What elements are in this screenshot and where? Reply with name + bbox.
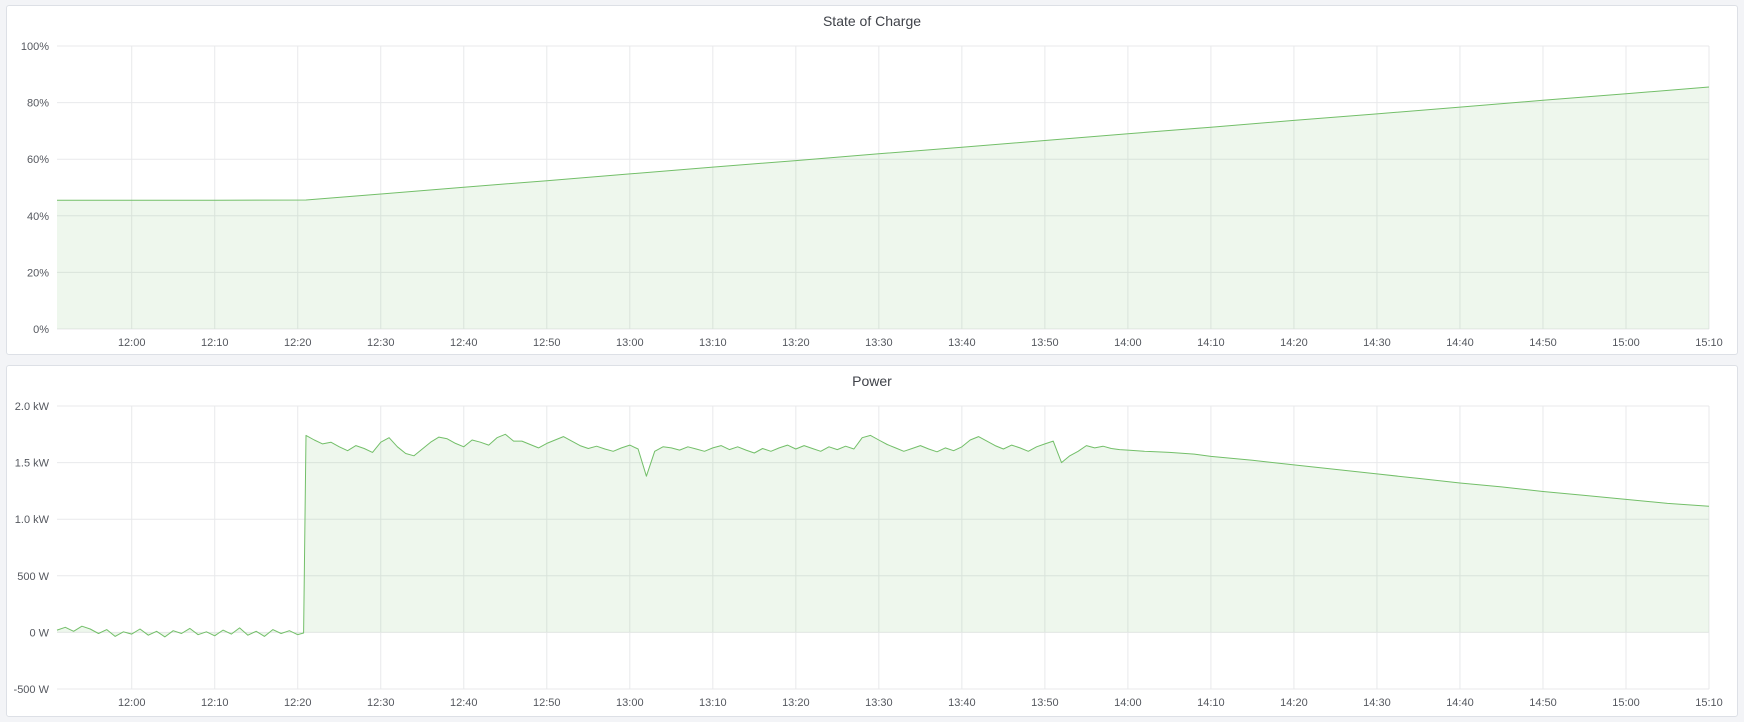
panel-title-power[interactable]: Power bbox=[852, 373, 892, 389]
y-tick-label: -500 W bbox=[14, 684, 50, 696]
panel-state-of-charge: State of Charge 0% 20% 40% 60% 80% 100% 12:00 1… bbox=[6, 5, 1738, 355]
x-tick-label: 14:10 bbox=[1197, 337, 1225, 349]
x-tick-label: 14:30 bbox=[1363, 697, 1391, 709]
x-tick-label: 14:20 bbox=[1280, 337, 1308, 349]
x-tick-label: 13:30 bbox=[865, 697, 893, 709]
panel-power: Power -500 W 0 W 500 W 1.0 kW 1.5 kW 2.0 kW 12… bbox=[6, 365, 1738, 717]
y-tick-label: 60% bbox=[27, 154, 49, 166]
x-tick-label: 13:20 bbox=[782, 697, 810, 709]
x-tick-label: 12:30 bbox=[367, 697, 395, 709]
x-tick-label: 14:00 bbox=[1114, 337, 1142, 349]
x-tick-label: 13:40 bbox=[948, 337, 976, 349]
x-tick-label: 12:30 bbox=[367, 337, 395, 349]
y-tick-label: 80% bbox=[27, 98, 49, 110]
x-tick-label: 15:10 bbox=[1695, 337, 1723, 349]
x-tick-label: 12:20 bbox=[284, 697, 312, 709]
power-chart[interactable]: -500 W 0 W 500 W 1.0 kW 1.5 kW 2.0 kW 12:00 12:… bbox=[7, 396, 1737, 716]
x-tick-label: 12:40 bbox=[450, 697, 478, 709]
axis-labels: 0% 20% 40% 60% 80% 100% 12:00 12:10 12:20 12:30 12… bbox=[21, 41, 1723, 349]
x-tick-label: 13:50 bbox=[1031, 697, 1059, 709]
grid bbox=[57, 45, 1710, 330]
x-tick-label: 12:10 bbox=[201, 697, 229, 709]
x-tick-label: 12:20 bbox=[284, 337, 312, 349]
x-tick-label: 12:00 bbox=[118, 337, 146, 349]
x-tick-label: 12:00 bbox=[118, 697, 146, 709]
x-tick-label: 13:50 bbox=[1031, 337, 1059, 349]
x-tick-label: 13:30 bbox=[865, 337, 893, 349]
y-tick-label: 1.0 kW bbox=[15, 514, 50, 526]
y-tick-label: 100% bbox=[21, 41, 49, 53]
x-tick-label: 15:00 bbox=[1612, 337, 1640, 349]
series-power bbox=[56, 433, 1710, 638]
x-tick-label: 13:10 bbox=[699, 697, 727, 709]
series-line bbox=[56, 433, 1710, 638]
y-tick-label: 0 W bbox=[29, 627, 49, 639]
axis-labels: -500 W 0 W 500 W 1.0 kW 1.5 kW 2.0 kW 12:00 12:… bbox=[14, 401, 1723, 709]
series-area bbox=[57, 87, 1709, 329]
y-tick-label: 1.5 kW bbox=[15, 458, 50, 470]
x-tick-label: 12:50 bbox=[533, 697, 561, 709]
y-tick-label: 500 W bbox=[17, 571, 49, 583]
x-tick-label: 15:10 bbox=[1695, 697, 1723, 709]
soc-chart[interactable]: 0% 20% 40% 60% 80% 100% 12:00 12:10 12:20 12:30 12… bbox=[7, 36, 1737, 354]
y-tick-label: 0% bbox=[33, 324, 49, 336]
y-tick-label: 20% bbox=[27, 267, 49, 279]
series-line bbox=[57, 86, 1710, 201]
x-tick-label: 14:10 bbox=[1197, 697, 1225, 709]
x-tick-label: 14:20 bbox=[1280, 697, 1308, 709]
x-tick-label: 12:10 bbox=[201, 337, 229, 349]
y-tick-label: 40% bbox=[27, 211, 49, 223]
grid bbox=[57, 405, 1710, 690]
y-tick-label: 2.0 kW bbox=[15, 401, 50, 413]
x-tick-label: 14:40 bbox=[1446, 337, 1474, 349]
panel-title-state-of-charge[interactable]: State of Charge bbox=[822, 13, 922, 29]
x-tick-label: 13:10 bbox=[699, 337, 727, 349]
x-tick-label: 14:50 bbox=[1529, 697, 1557, 709]
x-tick-label: 13:00 bbox=[616, 337, 644, 349]
x-tick-label: 15:00 bbox=[1612, 697, 1640, 709]
x-tick-label: 14:40 bbox=[1446, 697, 1474, 709]
series-area bbox=[57, 434, 1709, 637]
x-tick-label: 14:50 bbox=[1529, 337, 1557, 349]
x-tick-label: 12:50 bbox=[533, 337, 561, 349]
x-tick-label: 13:20 bbox=[782, 337, 810, 349]
x-tick-label: 13:00 bbox=[616, 697, 644, 709]
series-state-of-charge bbox=[57, 86, 1710, 329]
x-tick-label: 14:00 bbox=[1114, 697, 1142, 709]
x-tick-label: 13:40 bbox=[948, 697, 976, 709]
x-tick-label: 12:40 bbox=[450, 337, 478, 349]
x-tick-label: 14:30 bbox=[1363, 337, 1391, 349]
